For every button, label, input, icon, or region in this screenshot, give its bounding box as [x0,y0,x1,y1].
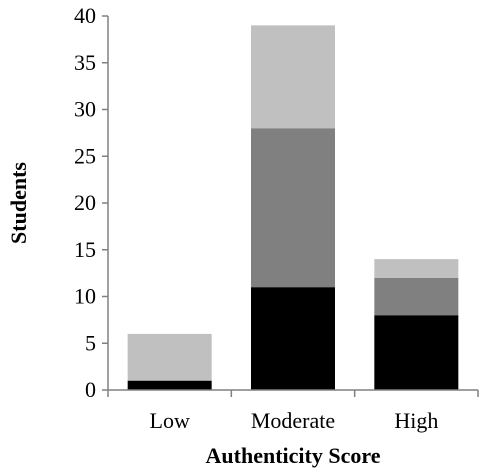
x-axis-title: Authenticity Score [206,443,381,468]
y-tick-label: 10 [74,284,96,309]
x-tick-label: Low [150,408,190,433]
bar-segment [251,25,335,129]
bar-segment [374,259,459,278]
x-tick-label: High [394,408,438,433]
y-tick-label: 30 [74,97,96,122]
bar-segment [127,380,212,390]
bar-segment [251,128,335,288]
x-ticks-group: Low Moderate High [107,390,479,433]
bar-segment [127,333,212,381]
y-tick-label: 35 [74,50,96,75]
y-ticks-group: 0 5 10 15 20 25 30 35 40 [74,3,108,402]
bar-segment [374,315,459,390]
bar-segment [251,287,335,390]
bars-group [127,25,459,390]
y-tick-label: 0 [85,377,96,402]
y-tick-label: 20 [74,190,96,215]
y-tick-label: 15 [74,237,96,262]
y-tick-label: 40 [74,3,96,28]
y-tick-label: 5 [85,330,96,355]
y-axis-title: Students [6,162,31,244]
y-tick-label: 25 [74,143,96,168]
x-tick-label: Moderate [251,408,335,433]
bar-segment [374,277,459,316]
